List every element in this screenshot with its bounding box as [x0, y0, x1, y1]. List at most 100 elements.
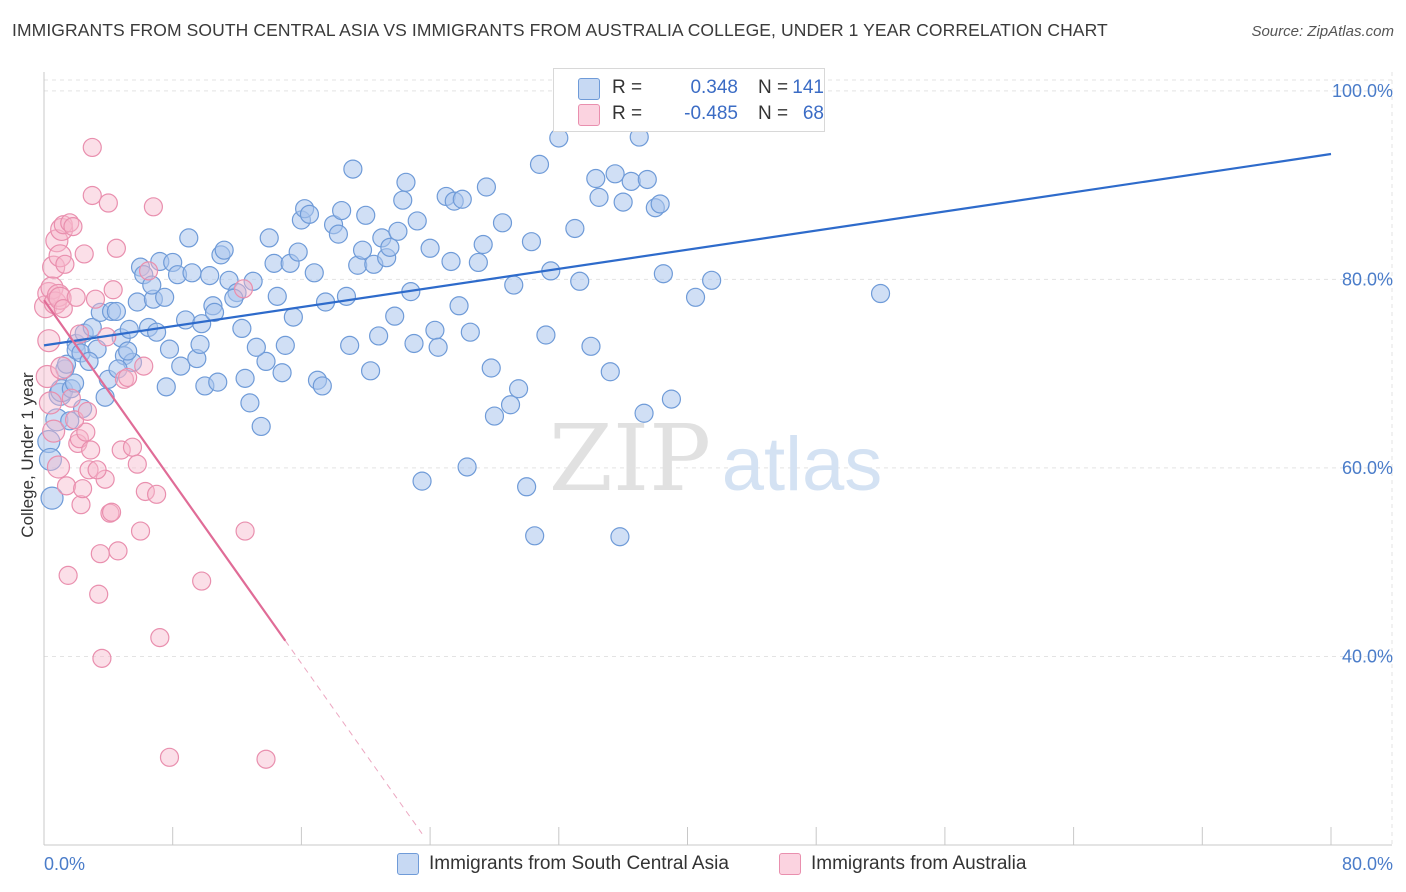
- data-point: [171, 356, 191, 376]
- data-point: [328, 224, 349, 244]
- watermark-atlas: atlas: [722, 422, 883, 507]
- data-point: [352, 240, 373, 260]
- data-point: [122, 437, 143, 457]
- legend-r-value: -0.485: [684, 103, 738, 124]
- data-point: [404, 333, 424, 354]
- data-point: [661, 389, 682, 409]
- data-point: [637, 169, 657, 190]
- data-point: [119, 319, 139, 339]
- data-point: [299, 204, 320, 224]
- legend-n-label: N =: [758, 103, 789, 124]
- data-point: [457, 457, 477, 477]
- data-point: [504, 275, 524, 295]
- data-point: [106, 238, 126, 258]
- trend-line-south-central-asia: [43, 152, 1332, 347]
- data-point: [190, 334, 210, 355]
- data-point: [243, 271, 263, 291]
- tick-labels: 40.0% 60.0% 80.0% 100.0% 0.0% 80.0%: [44, 81, 1393, 874]
- data-point: [147, 322, 167, 342]
- x-tick-label: 80.0%: [1342, 854, 1393, 874]
- data-point: [605, 164, 625, 184]
- series-south-central-asia: [37, 127, 891, 547]
- data-point: [452, 189, 472, 209]
- data-point: [407, 211, 427, 231]
- data-point: [89, 584, 109, 604]
- data-point: [179, 228, 199, 248]
- data-point: [613, 192, 633, 212]
- legend-r-label: R =: [612, 103, 643, 124]
- data-point: [256, 351, 276, 372]
- data-point: [85, 289, 106, 309]
- data-point: [653, 264, 673, 284]
- data-point: [82, 185, 102, 206]
- data-point: [240, 393, 260, 413]
- data-point: [138, 261, 159, 281]
- data-point: [521, 232, 542, 252]
- data-point: [38, 391, 63, 415]
- data-point: [64, 373, 85, 393]
- data-point: [61, 388, 81, 408]
- data-point: [200, 266, 220, 286]
- data-point: [114, 369, 135, 389]
- data-point: [82, 137, 102, 158]
- data-point: [340, 335, 360, 355]
- data-point: [235, 521, 255, 541]
- data-point: [106, 301, 126, 322]
- data-point: [100, 503, 120, 523]
- data-point: [56, 354, 77, 374]
- data-point: [118, 341, 138, 361]
- data-point: [73, 479, 93, 499]
- data-point: [127, 454, 147, 474]
- data-point: [159, 339, 180, 359]
- legend-swatch-pink: [578, 104, 600, 126]
- data-point: [600, 362, 620, 382]
- data-point: [369, 326, 389, 346]
- data-point: [312, 376, 332, 396]
- data-point: [360, 361, 381, 381]
- data-point: [37, 329, 61, 353]
- data-point: [380, 237, 400, 257]
- data-point: [356, 205, 376, 225]
- y-tick-label: 40.0%: [1342, 646, 1393, 666]
- data-point: [118, 367, 138, 388]
- data-point: [283, 307, 303, 327]
- data-point: [589, 187, 609, 207]
- data-point: [508, 379, 529, 399]
- zipatlas-watermark: ZIP atlas: [549, 405, 882, 512]
- data-point: [332, 200, 352, 221]
- data-point: [702, 270, 722, 290]
- data-point: [246, 337, 266, 357]
- data-point: [634, 403, 654, 423]
- data-point: [393, 190, 413, 210]
- data-point: [870, 283, 891, 304]
- data-point: [63, 217, 83, 237]
- trend-lines: [43, 152, 1332, 834]
- data-point: [610, 527, 630, 547]
- data-point: [55, 254, 75, 274]
- data-point: [42, 255, 66, 279]
- data-point: [208, 372, 228, 392]
- data-point: [412, 471, 432, 491]
- data-point: [103, 280, 123, 300]
- data-point: [343, 159, 363, 179]
- y-tick-label: 100.0%: [1332, 81, 1393, 101]
- trend-line-australia-extrapolated: [284, 640, 423, 834]
- data-point: [650, 194, 670, 214]
- data-point: [74, 244, 94, 264]
- data-point: [259, 228, 279, 248]
- axes: [43, 72, 1392, 846]
- legend-n-value: 141: [792, 77, 824, 98]
- data-point: [142, 275, 162, 295]
- data-point: [155, 287, 175, 307]
- data-point: [484, 406, 505, 426]
- data-point: [476, 177, 497, 197]
- data-point: [45, 229, 69, 253]
- data-point: [529, 154, 550, 174]
- data-point: [481, 358, 501, 378]
- data-point: [90, 544, 110, 564]
- trend-line-australia: [43, 299, 287, 642]
- bottom-legend-swatch-pink: [779, 853, 801, 875]
- watermark-zip: ZIP: [549, 405, 711, 512]
- y-tick-label: 60.0%: [1342, 458, 1393, 478]
